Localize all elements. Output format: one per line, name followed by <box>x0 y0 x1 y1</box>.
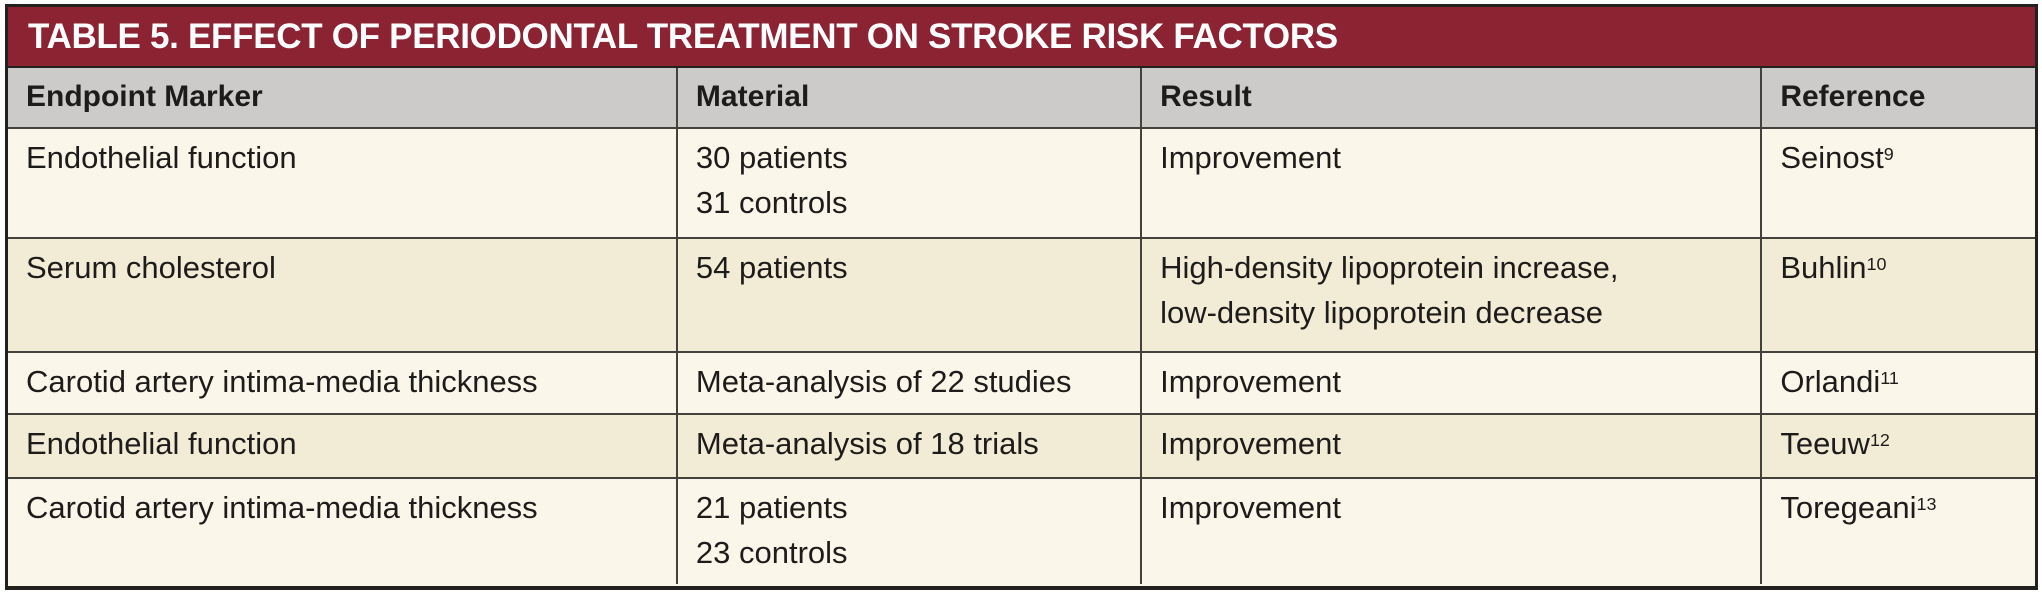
table-row: Carotid artery intima-media thickness Me… <box>7 351 2036 415</box>
cell-result: Improvement <box>1140 127 1763 239</box>
table-row: Serum cholesterol 54 patients High-densi… <box>7 237 2036 353</box>
reference-name: Orlandi <box>1780 364 1881 399</box>
cell-reference: Buhlin10 <box>1760 237 2036 353</box>
table-title: TABLE 5. EFFECT OF PERIODONTAL TREATMENT… <box>28 16 1338 56</box>
reference-citation-number: 13 <box>1916 493 1937 514</box>
table-title-bar: TABLE 5. EFFECT OF PERIODONTAL TREATMENT… <box>8 7 2035 68</box>
cell-result: Improvement <box>1140 477 1763 585</box>
column-header-result: Result <box>1140 67 1763 129</box>
cell-endpoint-marker: Serum cholesterol <box>7 237 678 353</box>
column-header-endpoint-marker: Endpoint Marker <box>7 67 678 129</box>
reference-citation-number: 11 <box>1880 367 1899 388</box>
header-row: Endpoint Marker Material Result Referenc… <box>7 67 2036 129</box>
cell-result: High-density lipoprotein increase, low-d… <box>1140 237 1763 353</box>
cell-endpoint-marker: Endothelial function <box>7 127 678 239</box>
cell-material: 54 patients <box>675 237 1143 353</box>
cell-reference: Teeuw12 <box>1760 413 2036 479</box>
reference-name: Teeuw <box>1780 426 1870 461</box>
cell-reference: Seinost9 <box>1760 127 2036 239</box>
cell-material: Meta-analysis of 18 trials <box>675 413 1143 479</box>
reference-citation-number: 12 <box>1869 429 1890 450</box>
cell-endpoint-marker: Endothelial function <box>7 413 678 479</box>
column-header-material: Material <box>675 67 1143 129</box>
reference-name: Buhlin <box>1780 250 1867 285</box>
cell-result: Improvement <box>1140 351 1763 415</box>
cell-reference: Orlandi11 <box>1760 351 2036 415</box>
data-table: Endpoint Marker Material Result Referenc… <box>7 67 2036 585</box>
table-row: Endothelial function 30 patients 31 cont… <box>7 127 2036 239</box>
cell-reference: Toregeani13 <box>1760 477 2036 585</box>
table-frame: TABLE 5. EFFECT OF PERIODONTAL TREATMENT… <box>5 4 2038 590</box>
table-row: Endothelial function Meta-analysis of 18… <box>7 413 2036 479</box>
table-row: Carotid artery intima-media thickness 21… <box>7 477 2036 585</box>
reference-citation-number: 10 <box>1866 253 1887 274</box>
cell-material: 21 patients 23 controls <box>675 477 1143 585</box>
column-header-reference: Reference <box>1760 67 2036 129</box>
reference-citation-number: 9 <box>1883 143 1894 164</box>
reference-name: Toregeani <box>1780 490 1917 525</box>
cell-endpoint-marker: Carotid artery intima-media thickness <box>7 351 678 415</box>
cell-material: 30 patients 31 controls <box>675 127 1143 239</box>
reference-name: Seinost <box>1780 140 1884 175</box>
cell-endpoint-marker: Carotid artery intima-media thickness <box>7 477 678 585</box>
cell-material: Meta-analysis of 22 studies <box>675 351 1143 415</box>
cell-result: Improvement <box>1140 413 1763 479</box>
